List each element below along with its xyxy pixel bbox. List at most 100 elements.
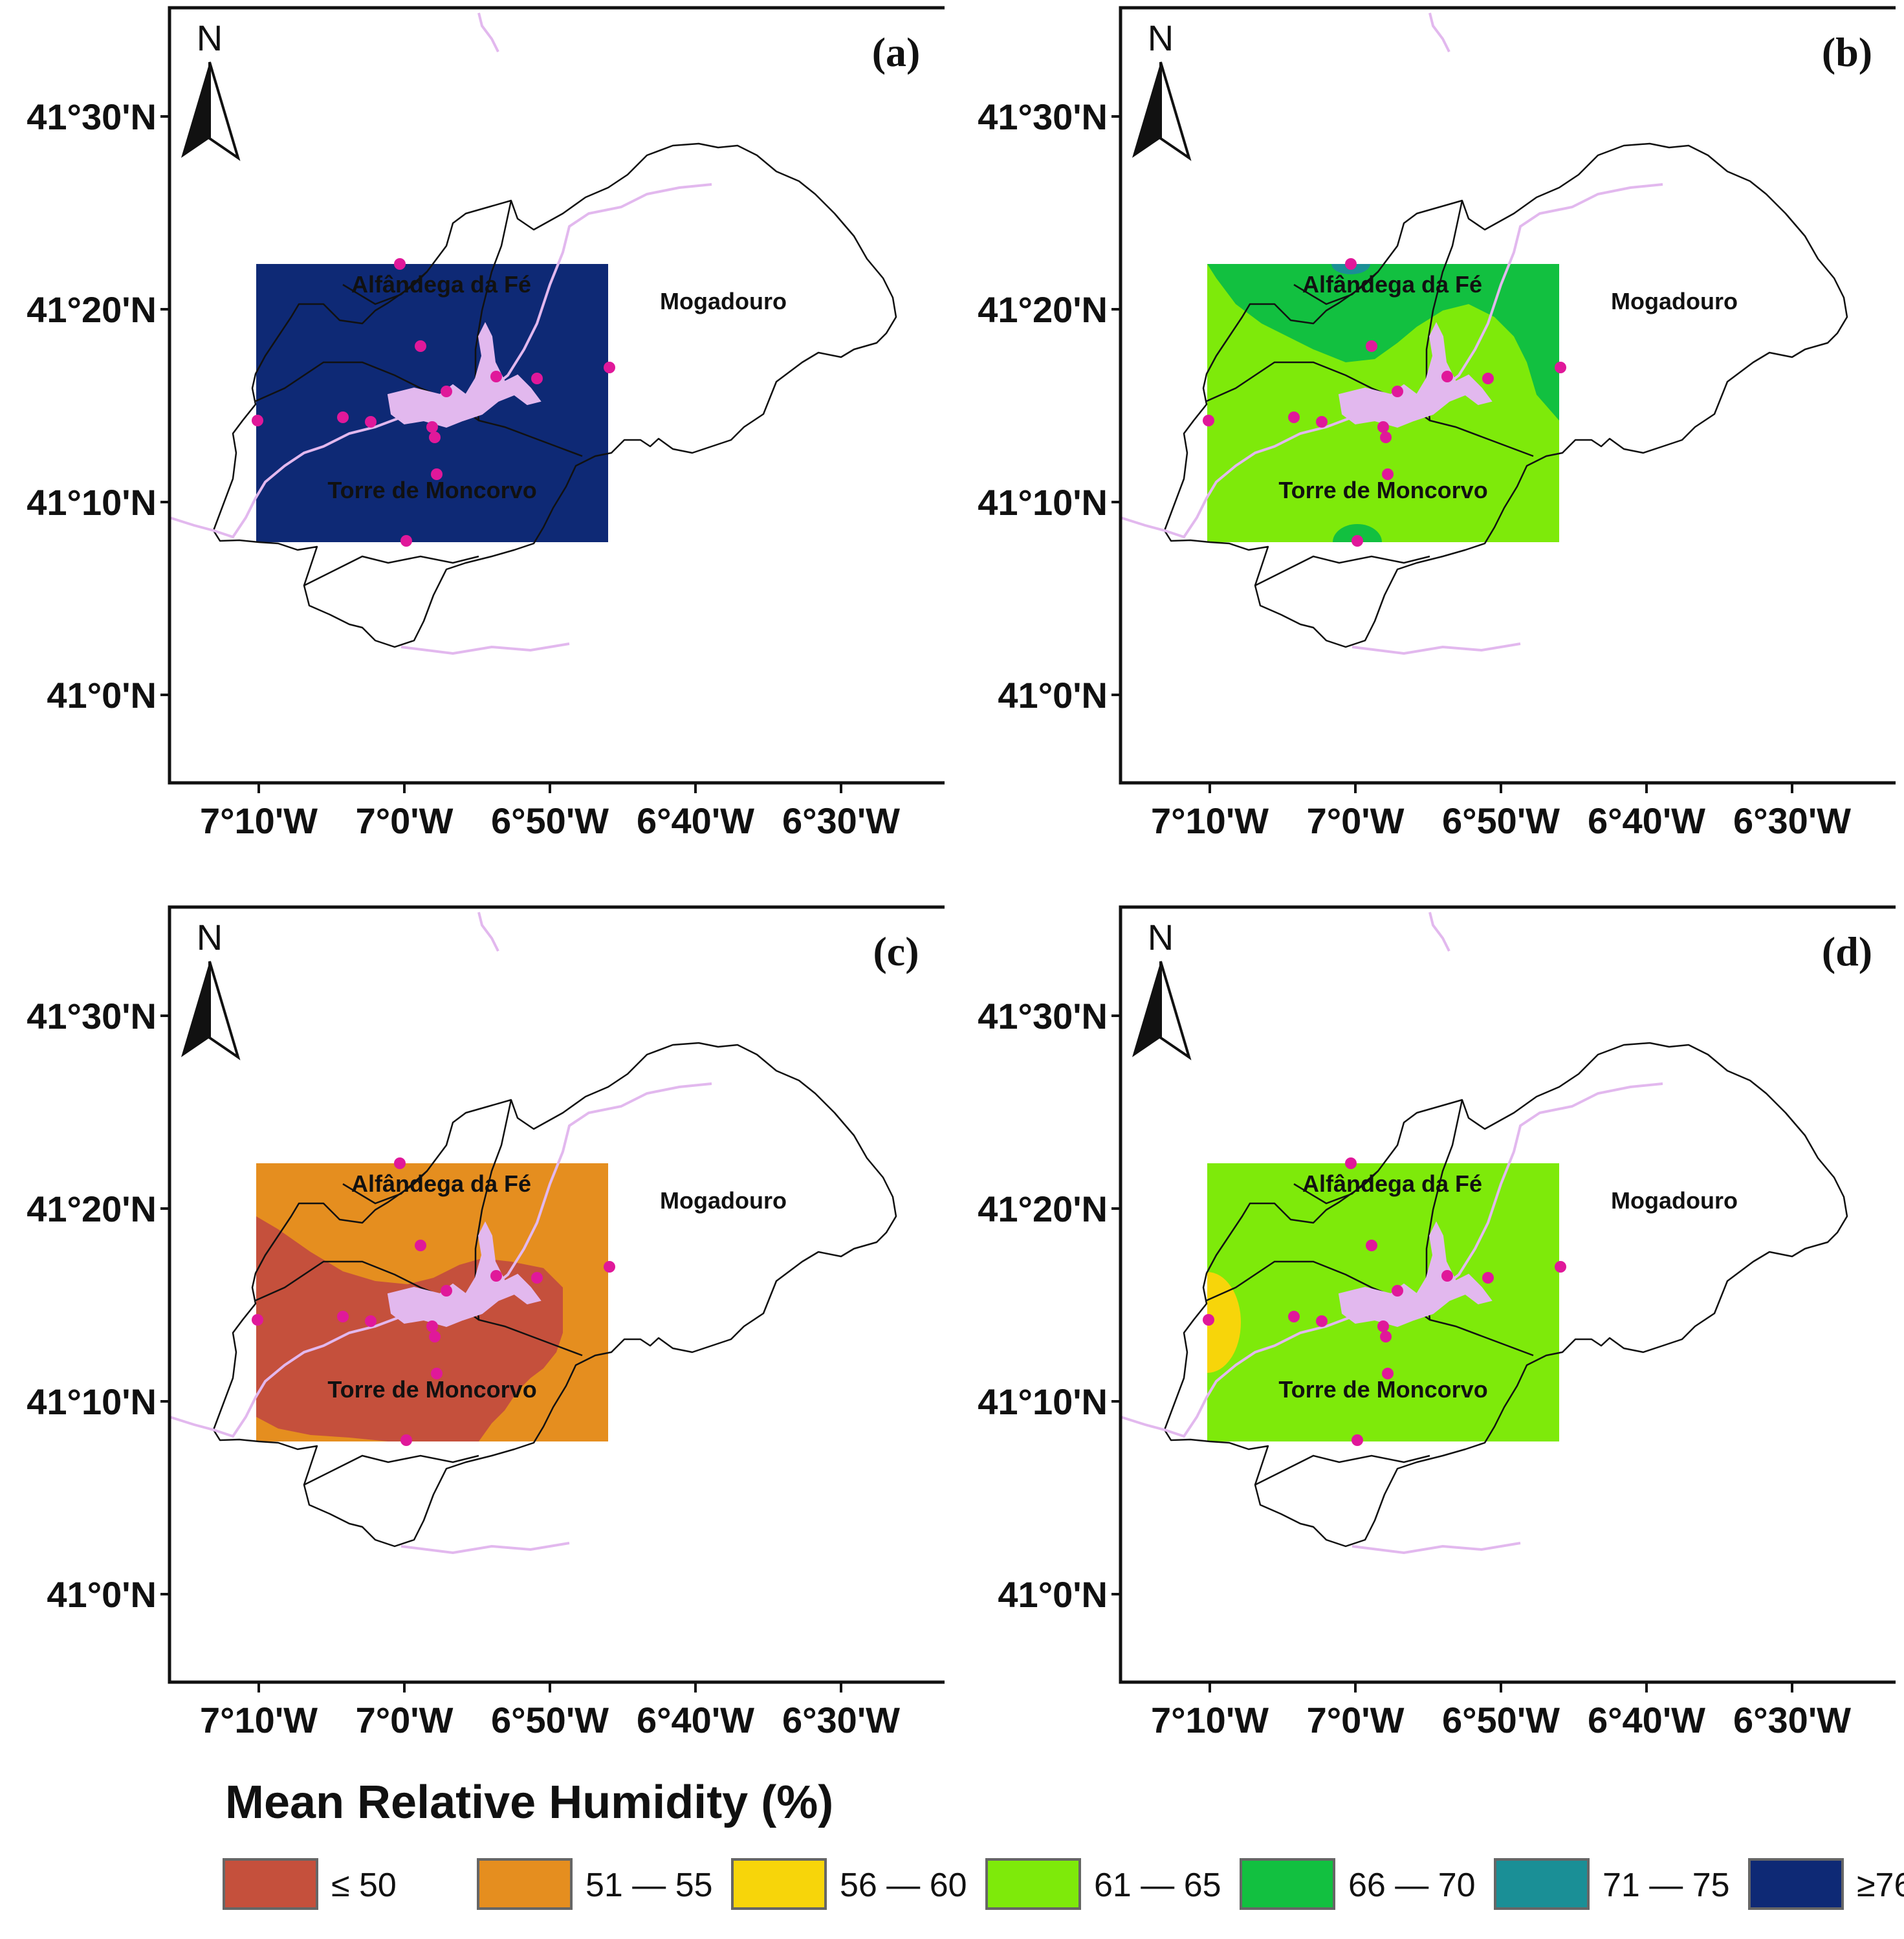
lon-label: 7°10'W (200, 800, 318, 841)
lon-label: 6°40'W (637, 800, 754, 841)
map-panel: 41°30'N 41°20'N 41°10'N 41°0'N 7°10'W 7°0'W 6°… (0, 899, 945, 1792)
station-marker (441, 386, 452, 397)
panel-label: (d) (1822, 928, 1872, 974)
map-svg: 41°30'N 41°20'N 41°10'N 41°0'N 7°10'W 7°0'W 6°… (27, 6, 945, 841)
reservoir (387, 322, 542, 428)
legend-label: 56 — 60 (840, 1867, 967, 1904)
river (400, 642, 570, 655)
lat-label: 41°20'N (27, 289, 157, 330)
lat-label: 41°30'N (27, 96, 157, 137)
north-arrow-icon (208, 961, 241, 1060)
legend-swatch (1494, 1858, 1590, 1910)
station-marker (1351, 535, 1363, 547)
place-label-mogadouro: Mogadouro (660, 288, 787, 314)
station-marker (1555, 1261, 1566, 1273)
station-marker (1441, 1270, 1453, 1282)
station-marker (441, 1285, 452, 1297)
municipality-boundary (212, 1042, 897, 1548)
municipality-boundary (1254, 1454, 1430, 1486)
lon-label: 6°40'W (1588, 800, 1705, 841)
lon-label: 6°50'W (1442, 800, 1560, 841)
lat-label: 41°0'N (47, 675, 157, 716)
legend-label: ≥76 (1857, 1867, 1904, 1904)
humidity-zone (1333, 524, 1382, 542)
station-marker (1392, 386, 1403, 397)
lon-label: 7°0'W (356, 800, 454, 841)
legend-swatch (731, 1858, 827, 1910)
station-marker (531, 373, 543, 384)
place-label-alfandega: Alfândega da Fé (1302, 271, 1482, 298)
place-label-alfandega: Alfândega da Fé (351, 271, 531, 298)
lat-label: 41°10'N (27, 482, 157, 523)
station-marker (1366, 340, 1377, 352)
reservoir (387, 1221, 542, 1328)
panel-label: (a) (872, 29, 921, 75)
station-marker (604, 1261, 615, 1273)
lon-label: 7°10'W (200, 1700, 318, 1740)
station-marker (1482, 1272, 1494, 1284)
station-marker (1441, 371, 1453, 382)
reservoir (1338, 322, 1493, 428)
legend-label: 51 — 55 (585, 1867, 713, 1904)
legend-swatch (985, 1858, 1081, 1910)
legend-label: 66 — 70 (1348, 1867, 1476, 1904)
lat-label: 41°0'N (998, 675, 1108, 716)
north-arrow-icon (181, 62, 210, 158)
place-label-alfandega: Alfândega da Fé (351, 1170, 531, 1197)
reservoir (1338, 1221, 1493, 1328)
lon-label: 6°40'W (1588, 1700, 1705, 1740)
river (400, 1542, 570, 1555)
humidity-zone (1207, 264, 1559, 421)
station-marker (365, 416, 377, 428)
river (1351, 1542, 1521, 1555)
municipality-boundary (1163, 1042, 1848, 1548)
north-arrow-icon (1159, 61, 1192, 161)
station-marker (415, 1240, 426, 1251)
station-marker (1366, 1240, 1377, 1251)
lat-label: 41°10'N (978, 482, 1108, 523)
municipality-boundary (1293, 271, 1379, 305)
lon-label: 6°30'W (1733, 1700, 1851, 1740)
lon-label: 6°30'W (782, 800, 900, 841)
north-label: N (1148, 17, 1174, 58)
legend-swatch (1240, 1858, 1335, 1910)
river (1351, 642, 1521, 655)
station-marker (365, 1315, 377, 1327)
map-panel: 41°30'N 41°20'N 41°10'N 41°0'N 7°10'W 7°0'W 6°… (951, 899, 1896, 1792)
map-panel: 41°30'N 41°20'N 41°10'N 41°0'N 7°10'W 7°0'W 6°… (0, 0, 945, 893)
station-marker (1203, 1314, 1214, 1326)
station-marker (1555, 362, 1566, 373)
lat-label: 41°20'N (978, 1189, 1108, 1229)
station-marker (1380, 432, 1392, 443)
north-arrow-icon (1132, 961, 1161, 1057)
place-label-moncorvo: Torre de Moncorvo (1278, 1376, 1487, 1403)
place-label-moncorvo: Torre de Moncorvo (1278, 477, 1487, 503)
panel-label: (c) (873, 928, 919, 974)
river (477, 12, 499, 52)
lon-label: 7°0'W (1307, 800, 1405, 841)
station-marker (400, 1434, 412, 1446)
lon-label: 7°10'W (1151, 1700, 1269, 1740)
lon-label: 7°0'W (356, 1700, 454, 1740)
station-marker (1482, 373, 1494, 384)
river (1428, 912, 1450, 952)
north-label: N (197, 917, 223, 958)
legend-swatch (477, 1858, 573, 1910)
map-frame (1119, 6, 1896, 785)
legend-label: 71 — 75 (1603, 1867, 1730, 1904)
legend-swatch (1748, 1858, 1844, 1910)
map-frame (168, 6, 945, 785)
north-label: N (197, 17, 223, 58)
place-label-mogadouro: Mogadouro (660, 1187, 787, 1214)
north-arrow-icon (181, 961, 210, 1057)
station-marker (400, 535, 412, 547)
station-marker (429, 432, 441, 443)
map-svg: 41°30'N 41°20'N 41°10'N 41°0'N 7°10'W 7°0'W 6°… (978, 905, 1896, 1740)
station-marker (426, 421, 438, 433)
lat-label: 41°20'N (978, 289, 1108, 330)
station-marker (426, 1320, 438, 1332)
lat-label: 41°30'N (978, 996, 1108, 1036)
municipality-boundary (303, 1454, 479, 1486)
station-marker (604, 362, 615, 373)
lat-label: 41°30'N (978, 96, 1108, 137)
